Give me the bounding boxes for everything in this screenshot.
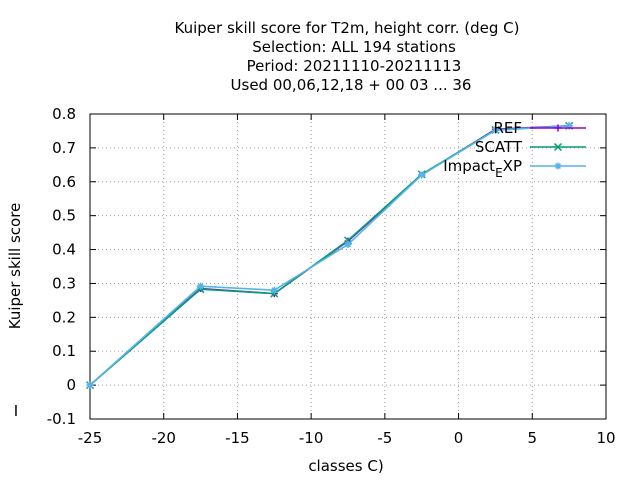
series-line xyxy=(89,125,570,386)
legend-label-scatt: SCATT xyxy=(475,138,523,156)
data-point xyxy=(197,282,205,290)
y-tick-label: 0.1 xyxy=(52,342,76,360)
chart-title-line-2: Selection: ALL 194 stations xyxy=(252,38,456,56)
data-point xyxy=(344,240,352,248)
x-tick-label: -15 xyxy=(225,429,250,447)
x-tick-label: -10 xyxy=(299,429,324,447)
x-tick-label: -20 xyxy=(151,429,176,447)
chart-title-line-4: Used 00,06,12,18 + 00 03 ... 36 xyxy=(231,76,472,94)
y-tick-label: 0.4 xyxy=(52,241,76,259)
y-tick-label: 0.5 xyxy=(52,207,76,225)
x-tick-label: 10 xyxy=(596,429,615,447)
y-tick-label: 0.6 xyxy=(52,173,76,191)
data-point xyxy=(491,126,499,134)
axis-ticks: -25 -20 -15 -10 -5 0 5 10 -0.1 0 0.1 0.2 0.3 0.4 0.5 0.… xyxy=(47,105,616,447)
y-tick-label: 0.8 xyxy=(52,105,76,123)
x-axis-label: classes C) xyxy=(308,457,383,475)
y-axis-stray-mark: I xyxy=(14,402,18,420)
data-point xyxy=(86,381,94,389)
y-tick-label: 0.2 xyxy=(52,308,76,326)
y-tick-label: 0 xyxy=(66,376,76,394)
legend-marker xyxy=(554,124,562,132)
data-point xyxy=(270,286,278,294)
chart-title-line-1: Kuiper skill score for T2m, height corr.… xyxy=(175,19,520,37)
y-tick-label: 0.7 xyxy=(52,139,76,157)
legend-marker xyxy=(554,162,562,170)
x-tick-label: 5 xyxy=(528,429,538,447)
legend-label-ref: REF xyxy=(493,119,522,137)
legend-label-impact-sub: E xyxy=(495,166,503,180)
legend-marker xyxy=(553,142,563,152)
series-layer xyxy=(85,121,574,390)
series-2 xyxy=(86,122,573,389)
legend: REF SCATT ImpactEXP xyxy=(443,119,586,180)
plot-frame xyxy=(89,113,607,420)
x-tick-label: 0 xyxy=(454,429,464,447)
grid xyxy=(90,114,606,419)
chart-title-line-3: Period: 20211110-20211113 xyxy=(247,57,462,75)
data-point xyxy=(565,122,573,130)
legend-label-impact: ImpactEXP xyxy=(443,157,522,180)
y-axis-label: Kuiper skill score xyxy=(6,203,24,330)
y-tick-label: 0.3 xyxy=(52,274,76,292)
legend-label-impact-tail: XP xyxy=(503,157,522,175)
x-tick-label: -5 xyxy=(377,429,392,447)
legend-label-impact-main: Impact xyxy=(443,157,495,175)
y-tick-label: -0.1 xyxy=(47,410,76,428)
data-point xyxy=(418,171,426,179)
x-tick-label: -25 xyxy=(78,429,103,447)
